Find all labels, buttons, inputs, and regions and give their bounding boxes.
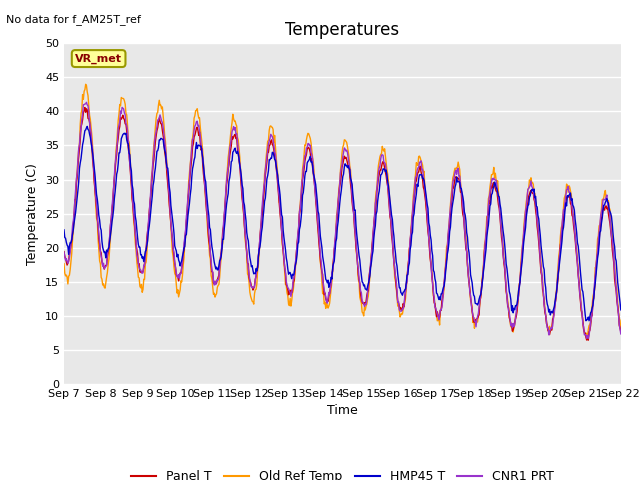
Title: Temperatures: Temperatures: [285, 21, 399, 39]
Legend: Panel T, Old Ref Temp, HMP45 T, CNR1 PRT: Panel T, Old Ref Temp, HMP45 T, CNR1 PRT: [125, 465, 559, 480]
Y-axis label: Temperature (C): Temperature (C): [26, 163, 40, 264]
X-axis label: Time: Time: [327, 405, 358, 418]
Text: VR_met: VR_met: [75, 53, 122, 64]
Text: No data for f_AM25T_ref: No data for f_AM25T_ref: [6, 14, 141, 25]
